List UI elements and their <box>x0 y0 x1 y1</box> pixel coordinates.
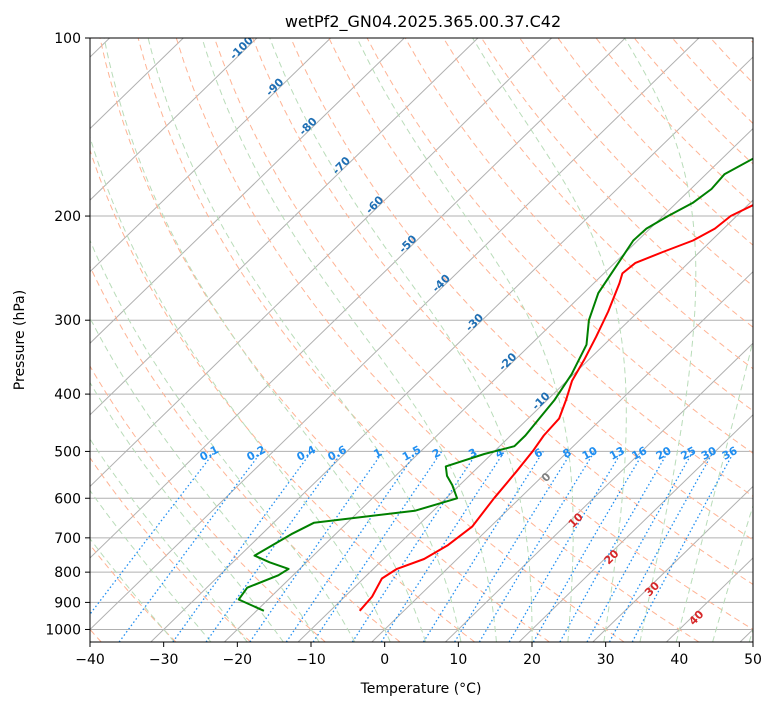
moist-adiabat-line <box>147 38 462 642</box>
moist-adiabat-line <box>712 504 753 642</box>
x-axis: −40 −30 −20 −10 0 10 20 30 40 50 <box>75 642 762 668</box>
moist-adiabat-line <box>201 38 497 642</box>
isotherm-line <box>518 414 753 642</box>
dry-adiabat-line <box>90 365 326 642</box>
isotherm-line <box>445 342 753 642</box>
dry-adiabat-line <box>175 38 700 642</box>
dry-adiabat-line <box>252 38 753 585</box>
dry-adiabat-line <box>481 38 753 328</box>
moist-adiabat-line <box>90 489 212 642</box>
y-tick-label: 800 <box>54 565 81 581</box>
mixing-ratio-label: 13 <box>607 444 627 463</box>
y-tick-label: 600 <box>54 491 81 507</box>
mixing-ratio-line <box>172 451 313 642</box>
moist-adiabats <box>90 38 753 642</box>
profile-series <box>237 157 753 612</box>
moist-adiabat-line <box>90 381 284 642</box>
y-tick-label: 200 <box>54 209 81 225</box>
moist-adiabat-line <box>103 38 427 642</box>
y-tick-label: 900 <box>54 595 81 611</box>
y-axis: 100 200 300 400 500 600 700 800 900 1000 <box>45 31 90 638</box>
x-tick-label: 0 <box>380 652 389 668</box>
x-tick-label: 20 <box>523 652 541 668</box>
x-axis-title: Temperature (°C) <box>360 681 482 697</box>
x-tick-label: 50 <box>744 652 762 668</box>
chart-title: wetPf2_GN04.2025.365.00.37.C42 <box>285 12 561 32</box>
mixing-ratio-line <box>454 451 573 642</box>
y-axis-title: Pressure (hPa) <box>12 290 28 390</box>
y-tick-label: 700 <box>54 531 81 547</box>
mixing-ratio-label: 30 <box>699 444 719 463</box>
isotherm-line <box>90 38 405 344</box>
y-tick-label: 1000 <box>45 622 81 638</box>
dry-adiabat-line <box>90 456 251 642</box>
dry-adiabat-line <box>519 38 753 287</box>
moist-adiabat-line <box>90 317 320 642</box>
dry-adiabat-line <box>442 38 753 370</box>
moist-adiabat-line <box>472 38 627 642</box>
y-tick-label: 400 <box>54 387 81 403</box>
mixing-ratio-label: 16 <box>630 444 650 463</box>
dry-adiabat-line <box>90 148 476 642</box>
mixing-ratio-line <box>90 451 216 616</box>
mixing-ratio-line <box>249 451 384 642</box>
mixing-ratio-label: 20 <box>654 444 674 463</box>
mixing-ratio-line <box>380 451 506 642</box>
mixing-ratio-line <box>351 451 479 642</box>
x-tick-label: 30 <box>597 652 615 668</box>
mixing-ratio-line <box>608 451 715 642</box>
mixing-ratio-line <box>285 451 418 642</box>
moist-adiabat-line <box>675 338 753 642</box>
y-tick-label: 100 <box>54 31 81 47</box>
moist-adiabat-line <box>269 38 533 642</box>
mixing-ratio-label: 36 <box>720 444 740 463</box>
x-tick-label: −30 <box>149 652 179 668</box>
moist-adiabat-line <box>90 438 248 642</box>
moist-adiabat-line <box>90 135 391 642</box>
isotherm-line <box>371 271 753 642</box>
isotherm-line <box>90 38 626 559</box>
dewpoint-profile-line <box>237 157 753 612</box>
moist-adiabat-line <box>90 537 175 642</box>
temperature-profile-line <box>358 204 753 612</box>
isotherm-line <box>224 127 753 642</box>
y-tick-label: 300 <box>54 313 81 329</box>
dry-adiabat-line <box>137 38 625 642</box>
dry-adiabat-line <box>90 265 401 642</box>
x-tick-label: 10 <box>449 652 467 668</box>
isotherm-line <box>90 38 331 273</box>
isotherm-line <box>90 38 700 631</box>
x-tick-label: −20 <box>223 652 253 668</box>
mixing-ratio-line <box>205 451 344 642</box>
isotherm-line <box>90 38 479 416</box>
dry-adiabats <box>90 38 753 642</box>
mixing-ratio-lines <box>90 451 735 642</box>
mixing-ratio-label: 10 <box>580 444 600 463</box>
dry-adiabat-line <box>99 38 550 642</box>
x-tick-label: 40 <box>670 652 688 668</box>
isotherm-line <box>592 485 753 642</box>
x-tick-label: −40 <box>75 652 105 668</box>
dry-adiabat-line <box>328 38 753 497</box>
isotherm-line <box>90 38 258 201</box>
dry-adiabat-line <box>213 38 753 631</box>
mixing-ratio-line <box>586 451 694 642</box>
isotherm-line <box>90 38 552 488</box>
mixing-ratio-line <box>118 451 263 642</box>
mixing-ratio-line <box>312 451 443 642</box>
plot-frame <box>89 37 754 643</box>
mixing-ratio-line <box>559 451 669 642</box>
plot-area: 0.1 0.2 0.4 0.6 1 1.5 2 3 4 6 8 10 13 16 20 25 30 36-100-… <box>90 38 753 642</box>
moist-adiabat-line <box>624 38 697 642</box>
mixing-ratio-label: 25 <box>679 444 699 463</box>
y-tick-label: 500 <box>54 444 81 460</box>
isotherm-line <box>150 56 753 642</box>
dry-adiabat-line <box>290 38 753 541</box>
x-tick-label: −10 <box>296 652 326 668</box>
